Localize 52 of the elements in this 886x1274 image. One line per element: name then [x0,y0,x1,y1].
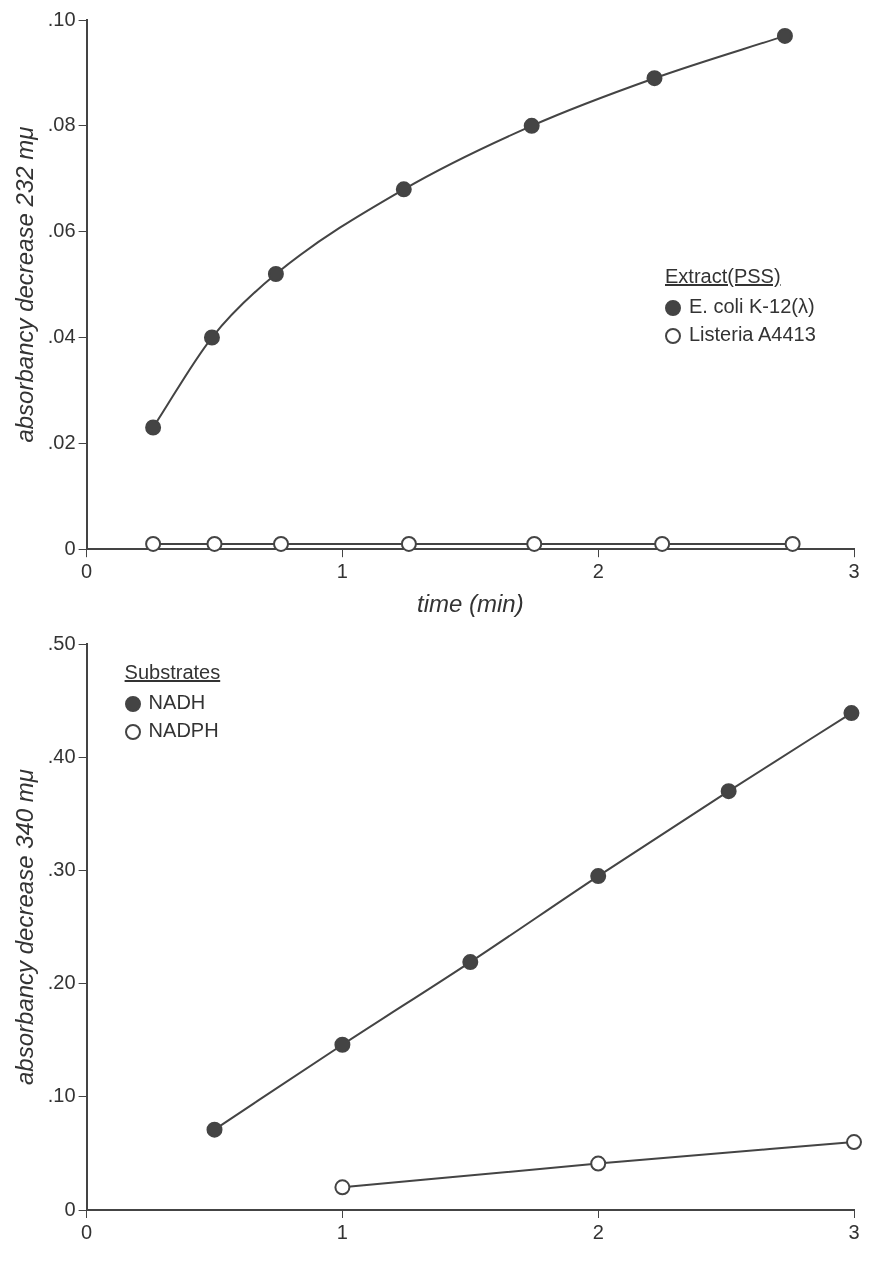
point [334,1179,351,1196]
point [206,1121,223,1138]
y-tick-label: .06 [47,219,76,242]
legend-title: Substrates [124,660,221,685]
point [654,535,671,552]
legend-label: NADPH [148,719,219,741]
point [720,783,737,800]
point [206,535,223,552]
y-tick-label: .02 [47,430,76,453]
y-tick-label: 0 [64,1197,76,1220]
x-tick-label: 1 [336,1220,348,1243]
y-tick-label: .20 [47,971,76,994]
y-tick-label: .30 [47,857,76,880]
point [776,27,793,44]
y-tick-label: .50 [47,631,76,654]
x-tick-label: 2 [592,1220,604,1243]
point [462,954,479,971]
point [145,535,162,552]
y-tick-label: .08 [47,113,76,136]
point [267,266,284,283]
x-tick-label: 0 [81,1220,93,1243]
point [395,181,412,198]
legend-label: E. coli K-12(λ) [689,295,815,318]
point [846,1134,862,1151]
y-tick-label: .40 [47,744,76,767]
point [843,705,860,722]
y-axis-title: absorbancy decrease 340 mμ [11,769,39,1085]
x-tick-label: 1 [336,559,348,582]
point [526,535,543,552]
point [145,419,162,436]
point [646,70,663,87]
point [590,1155,607,1172]
x-tick-label: 3 [848,1220,860,1243]
x-axis-title: time (min) [416,590,524,618]
point [784,535,801,552]
legend-title: Extract(PSS) [665,264,782,290]
legend-label: NADH [148,691,206,713]
point [590,868,607,885]
x-tick-label: 0 [81,559,93,582]
legend-label: Listeria A4413 [689,323,816,346]
y-axis-title: absorbancy decrease 232 mμ [11,126,39,443]
point [523,117,540,134]
y-tick-label: 0 [64,536,76,559]
point [273,535,290,552]
x-tick-label: 2 [592,559,604,582]
y-tick-label: .04 [47,325,76,348]
y-tick-label: .10 [47,1084,76,1107]
x-tick-label: 3 [848,559,860,582]
point [203,329,220,346]
point [334,1036,351,1053]
point [400,535,417,552]
y-tick-label: .10 [47,7,76,30]
